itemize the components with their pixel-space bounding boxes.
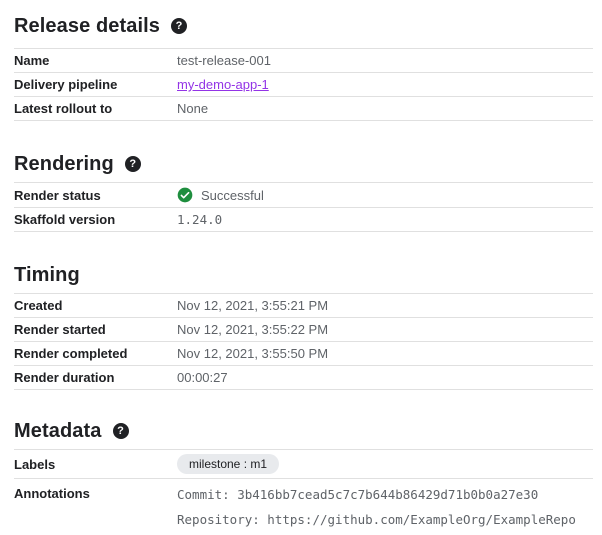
table-row-created: Created Nov 12, 2021, 3:55:21 PM bbox=[14, 293, 593, 317]
section-heading: Timing bbox=[14, 264, 80, 286]
field-value: Successful bbox=[177, 187, 593, 203]
table-row-render-duration: Render duration 00:00:27 bbox=[14, 365, 593, 389]
section-heading: Metadata bbox=[14, 420, 102, 442]
page-title: Release details bbox=[14, 15, 161, 37]
table-row-labels: Labels milestone : m1 bbox=[14, 449, 593, 478]
field-value: 1.24.0 bbox=[177, 212, 593, 227]
field-label: Name bbox=[14, 53, 50, 68]
field-label: Skaffold version bbox=[14, 212, 116, 227]
section-title-timing: Timing bbox=[14, 263, 593, 287]
timing-table: Created Nov 12, 2021, 3:55:21 PM Render … bbox=[14, 293, 593, 390]
question-mark-glyph: ? bbox=[175, 20, 183, 32]
table-row-annotations: Annotations Commit: 3b416bb7cead5c7c7b64… bbox=[14, 478, 593, 535]
help-icon[interactable]: ? bbox=[171, 18, 188, 34]
release-details-panel: Release details ? Name test-release-001 … bbox=[14, 14, 593, 535]
field-label: Labels bbox=[14, 456, 56, 472]
table-row-delivery-pipeline: Delivery pipeline my-demo-app-1 bbox=[14, 72, 593, 96]
field-label: Render duration bbox=[14, 370, 115, 385]
status-text: Successful bbox=[201, 187, 264, 203]
field-label: Render completed bbox=[14, 346, 128, 361]
section-title-metadata: Metadata ? bbox=[14, 419, 593, 443]
table-row-render-completed: Render completed Nov 12, 2021, 3:55:50 P… bbox=[14, 341, 593, 365]
table-row-name: Name test-release-001 bbox=[14, 48, 593, 72]
field-value: milestone : m1 bbox=[177, 454, 593, 474]
annotation-repository: Repository: https://github.com/ExampleOr… bbox=[177, 512, 576, 527]
section-title-rendering: Rendering ? bbox=[14, 152, 593, 176]
table-row-latest-rollout: Latest rollout to None bbox=[14, 96, 593, 120]
help-icon[interactable]: ? bbox=[112, 423, 129, 439]
question-mark-glyph: ? bbox=[129, 158, 137, 170]
table-row-render-started: Render started Nov 12, 2021, 3:55:22 PM bbox=[14, 317, 593, 341]
section-title-release-details: Release details ? bbox=[14, 14, 593, 38]
field-value: 00:00:27 bbox=[177, 370, 228, 385]
field-value: Nov 12, 2021, 3:55:50 PM bbox=[177, 346, 329, 361]
release-details-table: Name test-release-001 Delivery pipeline … bbox=[14, 48, 593, 121]
section-heading: Rendering bbox=[14, 153, 114, 175]
field-value: Nov 12, 2021, 3:55:22 PM bbox=[177, 322, 329, 337]
field-label: Annotations bbox=[14, 486, 90, 501]
delivery-pipeline-link[interactable]: my-demo-app-1 bbox=[177, 77, 269, 92]
field-label: Delivery pipeline bbox=[14, 77, 118, 92]
field-label: Created bbox=[14, 298, 63, 313]
field-value: Nov 12, 2021, 3:55:21 PM bbox=[177, 298, 329, 313]
question-mark-glyph: ? bbox=[117, 425, 124, 437]
field-value: test-release-001 bbox=[177, 53, 271, 68]
help-icon[interactable]: ? bbox=[124, 156, 141, 172]
status-badge: Successful bbox=[177, 187, 593, 203]
field-label: Render status bbox=[14, 187, 101, 203]
field-label: Render started bbox=[14, 322, 106, 337]
field-value: None bbox=[177, 101, 209, 116]
field-value: Commit: 3b416bb7cead5c7c7b644b86429d71b0… bbox=[177, 482, 593, 532]
annotation-commit: Commit: 3b416bb7cead5c7c7b644b86429d71b0… bbox=[177, 487, 539, 502]
label-chip: milestone : m1 bbox=[177, 454, 280, 474]
field-value: my-demo-app-1 bbox=[177, 77, 593, 92]
table-row-render-status: Render status Successful bbox=[14, 182, 593, 207]
rendering-table: Render status Successful Skaffold versio… bbox=[14, 182, 593, 232]
metadata-table: Labels milestone : m1 Annotations Commit… bbox=[14, 449, 593, 535]
field-label: Latest rollout to bbox=[14, 101, 113, 116]
table-row-skaffold-version: Skaffold version 1.24.0 bbox=[14, 207, 593, 231]
check-circle-icon bbox=[177, 187, 193, 203]
skaffold-version-value: 1.24.0 bbox=[177, 212, 223, 227]
